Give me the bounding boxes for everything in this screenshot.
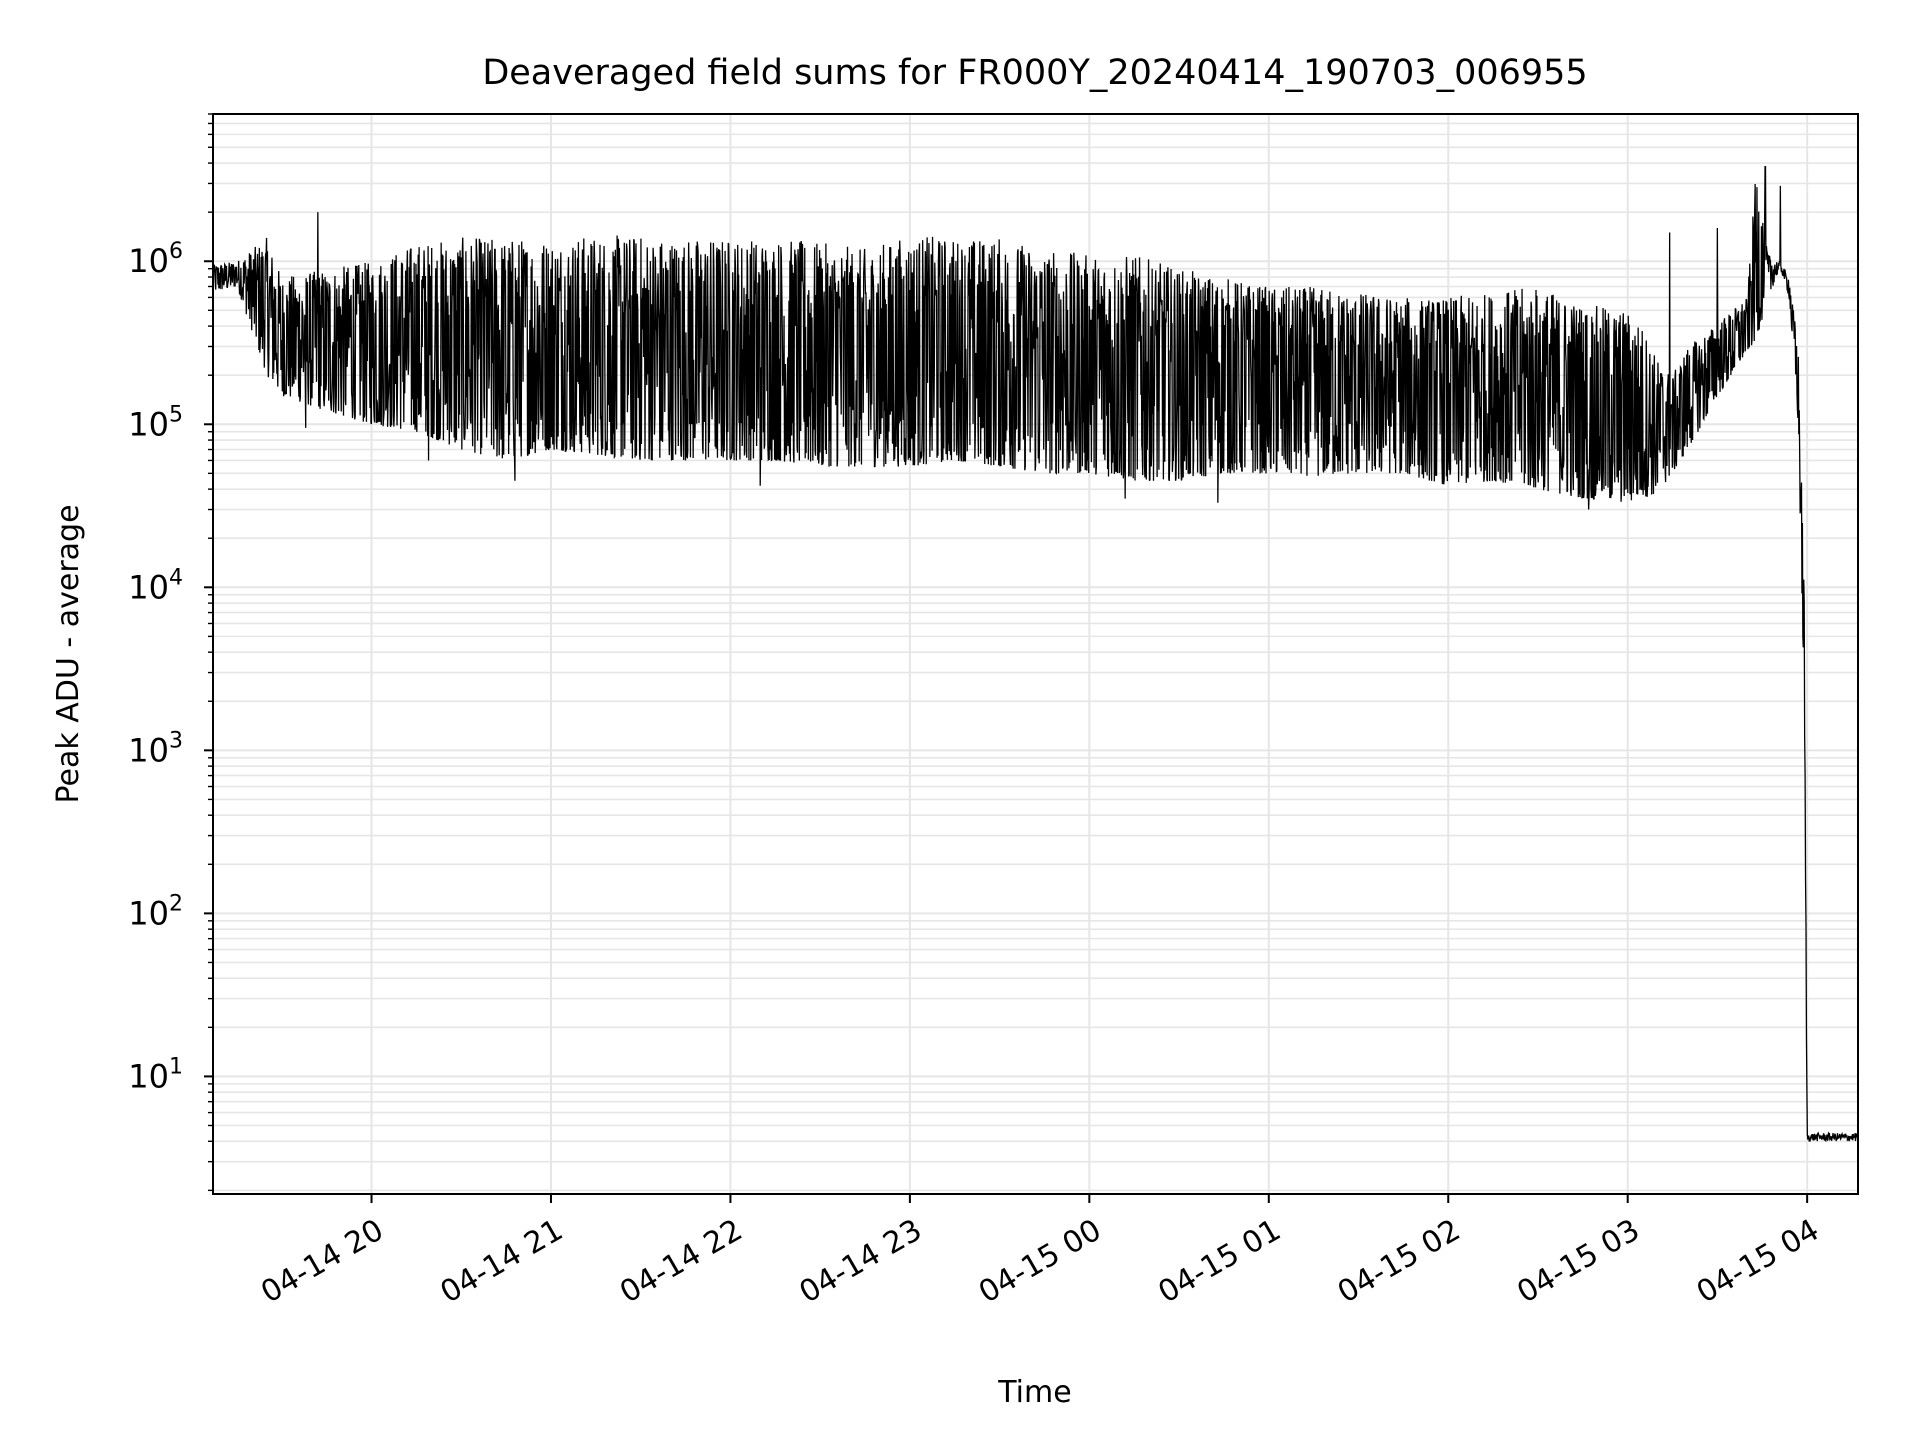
y-tick-label: 105: [128, 402, 183, 443]
y-tick-label: 101: [128, 1054, 183, 1095]
y-tick-label: 102: [128, 891, 183, 932]
y-tick-label: 103: [128, 728, 183, 769]
y-tick-label: 104: [128, 565, 183, 606]
plot-area: [213, 166, 1858, 1143]
x-axis-label: Time: [997, 1375, 1071, 1410]
series-line: [213, 166, 1858, 1143]
y-axis-label: Peak ADU - average: [51, 504, 86, 803]
plot-frame: [212, 113, 1859, 1195]
y-tick-label: 106: [128, 239, 183, 280]
chart-title: Deaveraged field sums for FR000Y_2024041…: [482, 53, 1587, 93]
